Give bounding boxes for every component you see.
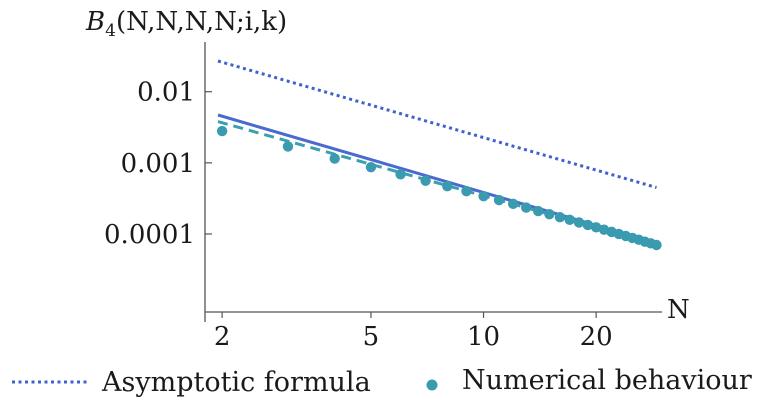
x-tick-label-1: 5 — [363, 322, 380, 352]
data-point-10 — [507, 198, 519, 210]
data-point-8 — [478, 190, 489, 202]
y-tick-label-2: 0.0001 — [104, 220, 195, 250]
data-point-5 — [420, 175, 431, 186]
ticks: 2 5 10 20 0.01 0.001 0.0001 — [104, 78, 613, 352]
data-point-14 — [554, 212, 566, 223]
data-point-12 — [533, 205, 544, 217]
data-point-2 — [329, 153, 340, 164]
data-point-9 — [493, 194, 505, 206]
y-tick-label-1: 0.001 — [121, 149, 195, 179]
legend: Asymptotic formula Numerical behaviour — [12, 365, 752, 398]
x-tick-label-2: 10 — [467, 322, 500, 352]
x-axis-title: N — [667, 295, 690, 325]
data-point-17 — [582, 219, 594, 231]
data-point-11 — [520, 202, 532, 213]
x-tick-label-3: 20 — [580, 322, 613, 352]
data-point-16 — [573, 217, 585, 228]
data-point-15 — [564, 214, 575, 226]
data-point-3 — [365, 161, 377, 173]
legend-dot-swatch — [426, 379, 438, 391]
data-point-27 — [651, 239, 662, 251]
asymptotic-formula-line — [217, 59, 657, 189]
x-tick-label-0: 2 — [214, 322, 231, 352]
data-point-0 — [216, 125, 228, 137]
data-point-18 — [590, 222, 602, 233]
legend-label-numerical: Numerical behaviour — [462, 365, 752, 396]
series-layer — [216, 59, 662, 251]
legend-label-asymptotic: Asymptotic formula — [101, 367, 371, 398]
data-point-7 — [461, 185, 472, 197]
data-point-4 — [395, 169, 406, 180]
data-point-1 — [282, 141, 294, 152]
y-tick-label-0: 0.01 — [137, 78, 195, 108]
y-axis-title: B4(N,N,N,N;i,k) — [85, 7, 287, 41]
data-point-13 — [544, 208, 555, 220]
data-point-6 — [442, 180, 453, 192]
dashed-curve-line — [217, 120, 657, 246]
